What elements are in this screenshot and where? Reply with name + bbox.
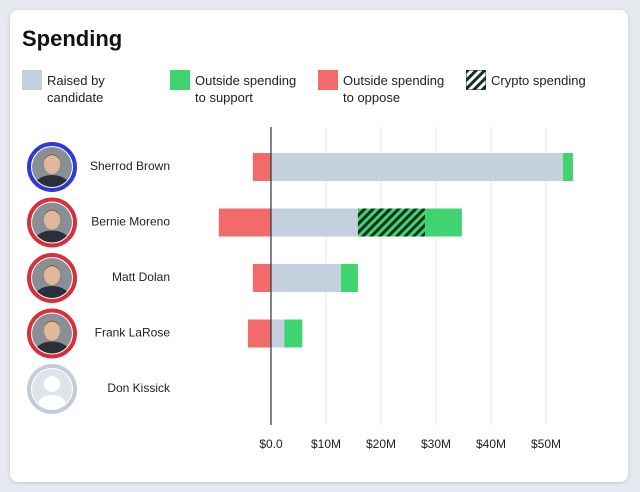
avatar-hair: [44, 209, 60, 216]
legend-item: Raised by candidate: [22, 70, 170, 106]
avatar-hair: [44, 265, 60, 271]
avatar-body: [34, 175, 70, 187]
avatar: [27, 253, 77, 303]
bar: [252, 264, 271, 292]
x-tick-label: $40M: [476, 437, 506, 451]
bar: [218, 208, 271, 237]
bar: [425, 208, 462, 237]
avatar-body: [34, 286, 70, 298]
category-label: Frank LaRose: [95, 326, 171, 340]
avatar-body: [38, 395, 66, 409]
legend-swatch: [466, 70, 486, 90]
legend-item: Outside spending to oppose: [318, 70, 466, 106]
legend-swatch: [318, 70, 338, 90]
x-tick-label: $10M: [311, 437, 341, 451]
bar: [357, 208, 425, 237]
bar: [271, 319, 285, 348]
avatar: [27, 364, 77, 414]
x-tick-label: $20M: [366, 437, 396, 451]
avatar: [27, 308, 77, 359]
avatar-face: [44, 265, 60, 285]
chart: $0.0 $10M $20M $30M $40M $50M Sherrod Brown Ber…: [27, 127, 573, 451]
category-label: Don Kissick: [107, 381, 171, 395]
bar: [271, 208, 358, 237]
avatar-body: [34, 341, 70, 354]
x-tick-label: $50M: [531, 437, 561, 451]
legend-item: Outside spending to support: [170, 70, 318, 106]
avatar-head: [44, 376, 60, 392]
avatar-body: [34, 230, 70, 243]
x-tick-label: $30M: [421, 437, 451, 451]
bar: [284, 319, 303, 348]
legend-label: Raised by candidate: [47, 73, 105, 105]
legend-swatch: [170, 70, 190, 90]
title: Spending: [22, 26, 123, 51]
category-label: Sherrod Brown: [90, 159, 170, 173]
avatar: [27, 197, 77, 248]
legend-item: Crypto spending: [466, 70, 614, 106]
x-tick-label: $0.0: [259, 437, 283, 451]
avatar-face: [44, 209, 60, 230]
category-label: Bernie Moreno: [91, 215, 170, 229]
avatar-hair: [44, 154, 60, 160]
bar: [563, 153, 573, 181]
bar: [271, 153, 564, 181]
bar: [252, 153, 271, 181]
category-label: Matt Dolan: [112, 270, 170, 284]
bar: [247, 319, 271, 348]
avatar-face: [44, 320, 60, 341]
legend-label: Crypto spending: [491, 73, 586, 88]
avatar: [27, 142, 77, 192]
avatar-hair: [44, 320, 60, 327]
legend-swatch: [22, 70, 42, 90]
legend-label: Outside spending to oppose: [343, 73, 445, 105]
bar: [271, 264, 341, 292]
avatar-face: [44, 154, 60, 174]
legend-label: Outside spending to support: [195, 73, 297, 105]
legend: Raised by candidate Outside spending to s…: [22, 70, 614, 106]
bar: [340, 264, 358, 292]
card: Spending Raised by candidate Outside spen…: [10, 10, 628, 482]
